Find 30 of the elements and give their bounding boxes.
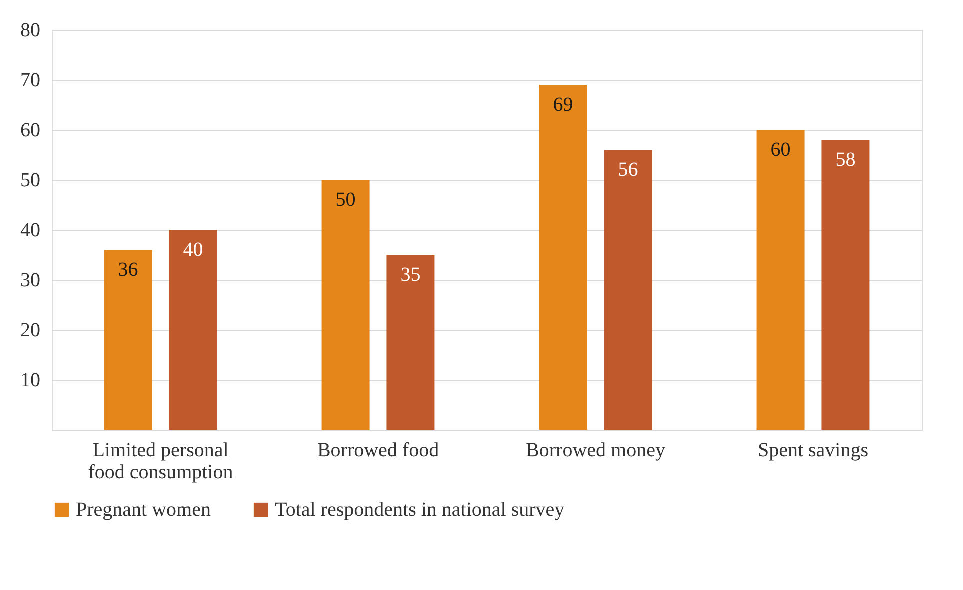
- x-tick-label: Borrowed food: [317, 440, 440, 462]
- data-label: 50: [336, 189, 356, 211]
- data-label: 56: [618, 159, 638, 181]
- y-tick-label: 30: [20, 270, 40, 292]
- data-label: 58: [836, 149, 856, 171]
- y-tick-label: 60: [20, 120, 40, 142]
- y-tick-label: 10: [20, 370, 40, 392]
- data-label: 40: [183, 239, 204, 261]
- data-label: 69: [553, 94, 574, 116]
- y-tick-label: 20: [20, 320, 40, 342]
- y-tick-label: 80: [20, 20, 40, 42]
- bar: [822, 140, 870, 430]
- data-label: 60: [770, 139, 791, 161]
- bar: [322, 180, 370, 430]
- bar: [104, 250, 152, 430]
- y-tick-label: 40: [20, 220, 40, 242]
- bar: [386, 255, 435, 430]
- x-tick-label: Limited personal food consumption: [88, 440, 234, 484]
- legend-label: Pregnant women: [76, 499, 211, 521]
- bar: [604, 150, 652, 430]
- x-tick-label: Borrowed money: [526, 440, 666, 462]
- y-tick-label: 50: [20, 170, 40, 192]
- y-tick-label: 70: [20, 70, 40, 92]
- data-label: 35: [400, 264, 421, 286]
- legend-label: Total respondents in national survey: [275, 499, 565, 521]
- bar: [169, 230, 218, 430]
- bar: [539, 85, 588, 430]
- x-tick-label: Spent savings: [758, 440, 869, 462]
- data-label: 36: [118, 259, 138, 281]
- bar: [756, 130, 805, 430]
